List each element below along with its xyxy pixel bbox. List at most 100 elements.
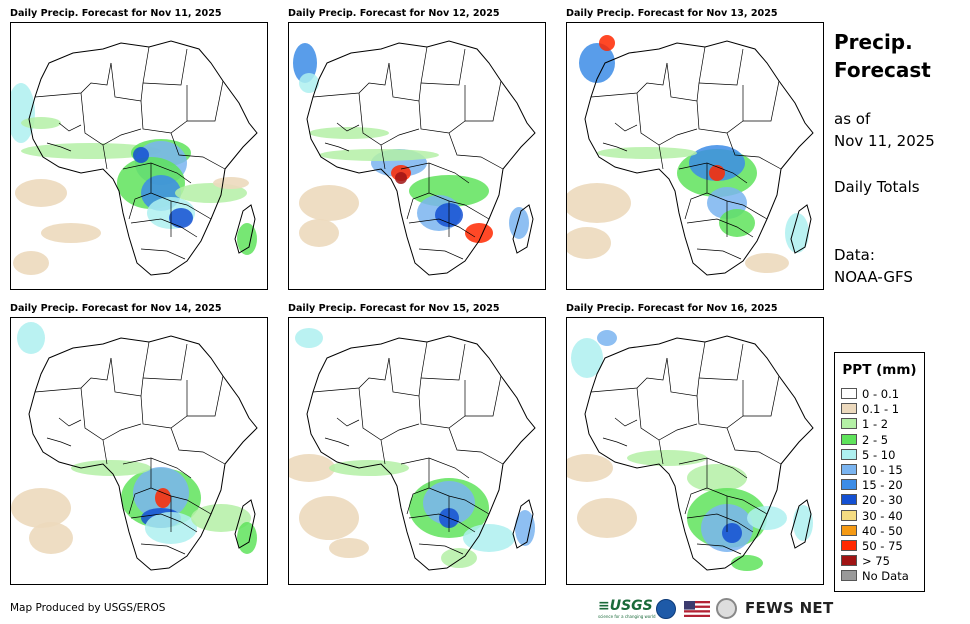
africa-map-svg xyxy=(567,330,814,571)
precip-area xyxy=(567,227,611,259)
legend-swatch xyxy=(841,418,857,430)
country-border xyxy=(614,122,638,132)
country-border xyxy=(602,142,628,152)
country-border xyxy=(80,92,142,146)
country-border xyxy=(170,427,226,465)
country-border xyxy=(448,427,504,465)
precip-area xyxy=(213,177,249,189)
country-border xyxy=(658,144,664,170)
precip-map xyxy=(288,22,546,290)
country-border xyxy=(58,417,82,427)
coastline xyxy=(28,40,258,276)
country-border xyxy=(743,375,780,417)
state-dept-seal-icon xyxy=(716,598,737,619)
map-panel-nov16: Daily Precip. Forecast for Nov 16, 2025 xyxy=(566,303,824,585)
precip-area xyxy=(17,322,45,354)
legend-swatch xyxy=(841,509,857,521)
coastline xyxy=(306,40,536,276)
africa-map-svg xyxy=(11,40,258,276)
country-border xyxy=(696,380,744,429)
country-border xyxy=(726,132,782,170)
country-border xyxy=(420,343,466,381)
legend-item: 15 - 20 xyxy=(841,479,903,492)
legend-label: > 75 xyxy=(862,554,890,569)
country-border xyxy=(684,192,708,220)
map-panel-nov11: Daily Precip. Forecast for Nov 11, 2025 xyxy=(10,8,268,290)
legend-swatch xyxy=(841,464,857,475)
country-border xyxy=(336,417,360,427)
country-border xyxy=(696,85,744,134)
country-border xyxy=(418,248,464,260)
precip-area xyxy=(21,143,161,159)
country-border xyxy=(122,162,192,184)
country-border xyxy=(312,62,390,98)
precip-area xyxy=(237,522,257,554)
precip-area xyxy=(465,223,493,243)
precip-area xyxy=(597,330,617,346)
precip-area xyxy=(289,454,335,482)
data-label: Data: xyxy=(834,246,875,264)
panel-title: Daily Precip. Forecast for Nov 12, 2025 xyxy=(288,8,500,19)
precip-area xyxy=(577,498,637,538)
country-border xyxy=(400,162,470,184)
legend-label: 0 - 0.1 xyxy=(862,387,900,401)
country-border xyxy=(743,80,780,122)
country-border xyxy=(110,341,150,397)
panel-title: Daily Precip. Forecast for Nov 15, 2025 xyxy=(288,303,500,314)
precip-area xyxy=(299,73,319,93)
precip-area xyxy=(687,464,747,492)
legend-swatch xyxy=(841,555,857,567)
as-of-block: as of Nov 11, 2025 xyxy=(834,108,935,152)
precip-map xyxy=(566,317,824,585)
map-panel-nov15: Daily Precip. Forecast for Nov 15, 2025 xyxy=(288,303,546,585)
country-border xyxy=(128,487,152,515)
country-border xyxy=(140,248,186,260)
country-border xyxy=(46,142,72,152)
precip-area xyxy=(71,460,151,476)
precip-area xyxy=(15,179,67,207)
legend-item: 30 - 40 xyxy=(841,508,903,523)
country-border xyxy=(658,439,664,465)
legend-label: 5 - 10 xyxy=(862,447,896,462)
precip-area xyxy=(599,35,615,51)
legend-item: 10 - 15 xyxy=(841,464,903,477)
country-border xyxy=(58,122,82,132)
panel-title: Daily Precip. Forecast for Nov 14, 2025 xyxy=(10,303,222,314)
precip-area xyxy=(13,251,49,275)
panel-title: Daily Precip. Forecast for Nov 16, 2025 xyxy=(566,303,778,314)
panel-title: Daily Precip. Forecast for Nov 11, 2025 xyxy=(10,8,222,19)
country-border xyxy=(418,543,464,555)
legend-item: 40 - 50 xyxy=(841,523,903,538)
legend-swatch xyxy=(841,524,857,536)
precip-area xyxy=(793,505,813,541)
country-border xyxy=(380,144,386,170)
precip-area xyxy=(463,524,515,552)
country-border xyxy=(418,85,466,134)
country-border xyxy=(140,543,186,555)
madagascar-outline xyxy=(790,499,812,549)
precip-area xyxy=(722,523,742,543)
country-border xyxy=(140,85,188,134)
precip-map xyxy=(10,317,268,585)
country-border xyxy=(187,375,224,417)
legend-label: 20 - 30 xyxy=(862,493,903,508)
legend-label: 1 - 2 xyxy=(862,417,889,432)
country-border xyxy=(336,122,360,132)
precip-area xyxy=(41,223,101,243)
country-border xyxy=(726,427,782,465)
country-border xyxy=(465,80,502,122)
country-border xyxy=(324,437,350,447)
usgs-logo: ≡USGS xyxy=(598,598,653,614)
legend-item: 50 - 75 xyxy=(841,540,903,553)
country-border xyxy=(602,437,628,447)
precip-area xyxy=(719,209,755,237)
country-border xyxy=(448,132,504,170)
legend-label: 30 - 40 xyxy=(862,508,903,523)
country-border xyxy=(358,387,420,441)
country-border xyxy=(590,357,668,393)
country-border xyxy=(614,417,638,427)
precip-area xyxy=(29,522,73,554)
legend-label: 40 - 50 xyxy=(862,523,903,538)
country-border xyxy=(420,48,466,86)
precip-area xyxy=(155,488,171,508)
